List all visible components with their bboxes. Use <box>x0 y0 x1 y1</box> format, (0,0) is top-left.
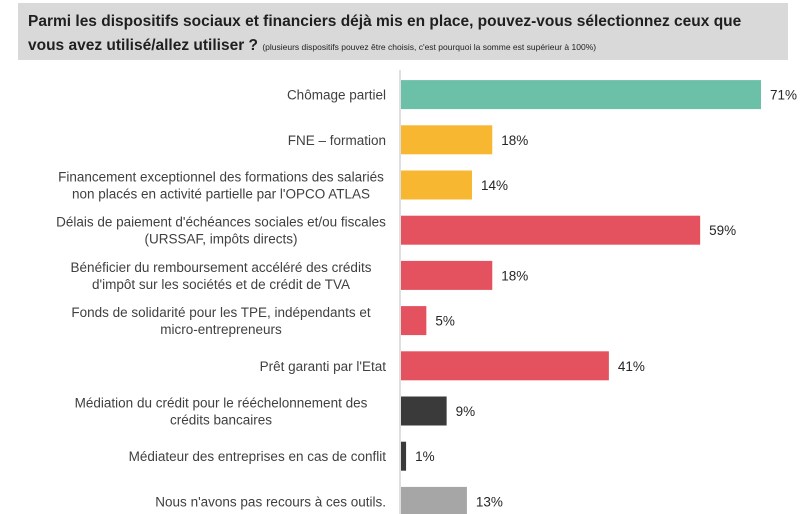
bar-7 <box>401 396 447 426</box>
chart-title-question: vous avez utilisé/allez utiliser ? <box>28 37 259 54</box>
bar-8 <box>401 441 407 471</box>
value-label-6: 41% <box>618 359 645 374</box>
value-label-0: 71% <box>770 88 797 103</box>
category-label-5-line-0: Fonds de solidarité pour les TPE, indépe… <box>71 305 370 320</box>
bar-5 <box>401 306 427 336</box>
bar-6 <box>401 351 609 381</box>
category-label-0-line-0: Chômage partiel <box>287 88 386 103</box>
category-label-6-line-0: Prêt garanti par l'Etat <box>260 359 387 374</box>
value-label-8: 1% <box>415 449 435 464</box>
bar-0 <box>401 80 761 110</box>
value-label-3: 59% <box>709 223 736 238</box>
category-label-3-line-1: (URSSAF, impôts directs) <box>144 232 297 247</box>
value-label-5: 5% <box>435 314 455 329</box>
category-label-7-line-0: Médiation du crédit pour le rééchelonnem… <box>75 396 368 411</box>
category-label-3-line-0: Délais de paiement d'échéances sociales … <box>56 215 386 230</box>
value-label-4: 18% <box>501 268 528 283</box>
category-label-8-line-0: Médiateur des entreprises en cas de conf… <box>129 449 387 464</box>
chart-title-line-2: vous avez utilisé/allez utiliser ? (plus… <box>28 34 778 59</box>
bar-3 <box>401 215 701 245</box>
value-label-2: 14% <box>481 178 508 193</box>
category-label-1-line-0: FNE – formation <box>288 133 386 148</box>
chart-title-box: Parmi les dispositifs sociaux et financi… <box>18 3 788 60</box>
bar-9 <box>401 486 467 514</box>
category-label-2-line-0: Financement exceptionnel des formations … <box>58 170 384 185</box>
bar-2 <box>401 170 472 200</box>
value-label-7: 9% <box>456 404 476 419</box>
bar-1 <box>401 125 493 155</box>
chart-title-note: (plusieurs dispositifs pouvez être chois… <box>262 42 597 52</box>
bar-4 <box>401 260 493 290</box>
category-label-9-line-0: Nous n'avons pas recours à ces outils. <box>155 494 386 509</box>
chart-title-line-1: Parmi les dispositifs sociaux et financi… <box>28 13 742 30</box>
category-label-2-line-1: non placés en activité partielle par l'O… <box>72 187 370 202</box>
category-label-4-line-1: d'impôt sur les sociétés et de crédit de… <box>92 277 350 292</box>
value-label-9: 13% <box>476 494 503 509</box>
category-label-7-line-1: crédits bancaires <box>170 413 272 428</box>
category-label-4-line-0: Bénéficier du remboursement accéléré des… <box>71 260 372 275</box>
category-label-5-line-1: micro-entrepreneurs <box>160 322 282 337</box>
value-label-1: 18% <box>501 133 528 148</box>
